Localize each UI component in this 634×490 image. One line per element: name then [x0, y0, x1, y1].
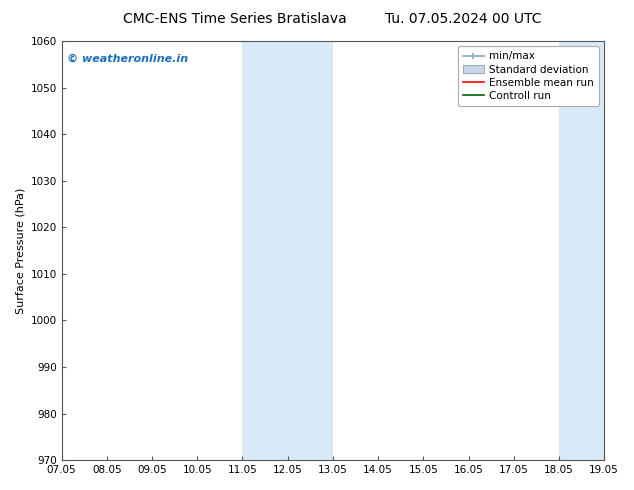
Y-axis label: Surface Pressure (hPa): Surface Pressure (hPa)	[15, 187, 25, 314]
Text: Tu. 07.05.2024 00 UTC: Tu. 07.05.2024 00 UTC	[385, 12, 541, 26]
Legend: min/max, Standard deviation, Ensemble mean run, Controll run: min/max, Standard deviation, Ensemble me…	[458, 46, 599, 106]
Text: © weatheronline.in: © weatheronline.in	[67, 53, 188, 64]
Bar	[559, 41, 604, 460]
Bar	[242, 41, 333, 460]
Text: CMC-ENS Time Series Bratislava: CMC-ENS Time Series Bratislava	[123, 12, 346, 26]
